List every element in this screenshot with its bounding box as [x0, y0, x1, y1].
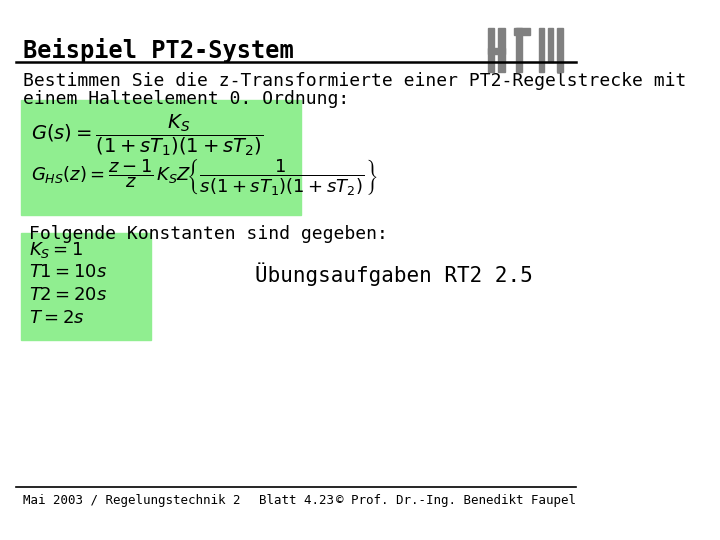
FancyBboxPatch shape — [21, 233, 150, 340]
Bar — [514, 28, 529, 35]
FancyBboxPatch shape — [21, 100, 300, 215]
Bar — [557, 28, 563, 72]
Text: Bestimmen Sie die z-Transformierte einer PT2-Regelstrecke mit: Bestimmen Sie die z-Transformierte einer… — [23, 72, 686, 90]
Text: Übungsaufgaben RT2 2.5: Übungsaufgaben RT2 2.5 — [256, 262, 533, 286]
Text: Folgende Konstanten sind gegeben:: Folgende Konstanten sind gegeben: — [29, 225, 387, 243]
Bar — [498, 28, 505, 72]
Text: $G(s) = \dfrac{K_S}{(1 + sT_1)(1 + sT_2)}$: $G(s) = \dfrac{K_S}{(1 + sT_1)(1 + sT_2)… — [31, 112, 264, 158]
Text: $T = 2s$: $T = 2s$ — [29, 309, 84, 327]
Bar — [487, 28, 494, 72]
Text: einem Halteelement 0. Ordnung:: einem Halteelement 0. Ordnung: — [23, 90, 349, 108]
Text: Beispiel PT2-System: Beispiel PT2-System — [23, 38, 294, 63]
Text: Blatt 4.23: Blatt 4.23 — [259, 494, 334, 507]
Text: $K_S = 1$: $K_S = 1$ — [29, 240, 83, 260]
Text: $T2 = 20s$: $T2 = 20s$ — [29, 286, 107, 304]
Bar — [487, 48, 505, 53]
Text: Mai 2003 / Regelungstechnik 2: Mai 2003 / Regelungstechnik 2 — [23, 494, 240, 507]
Bar — [516, 28, 523, 72]
Bar — [548, 28, 554, 62]
Text: © Prof. Dr.-Ing. Benedikt Faupel: © Prof. Dr.-Ing. Benedikt Faupel — [336, 494, 577, 507]
Text: $G_{HS}(z) = \dfrac{z-1}{z}\,K_S Z\!\left\{\dfrac{1}{s(1 + sT_1)(1 + sT_2)}\righ: $G_{HS}(z) = \dfrac{z-1}{z}\,K_S Z\!\lef… — [31, 157, 378, 197]
Text: $T1 = 10s$: $T1 = 10s$ — [29, 263, 107, 281]
Bar — [539, 28, 544, 72]
